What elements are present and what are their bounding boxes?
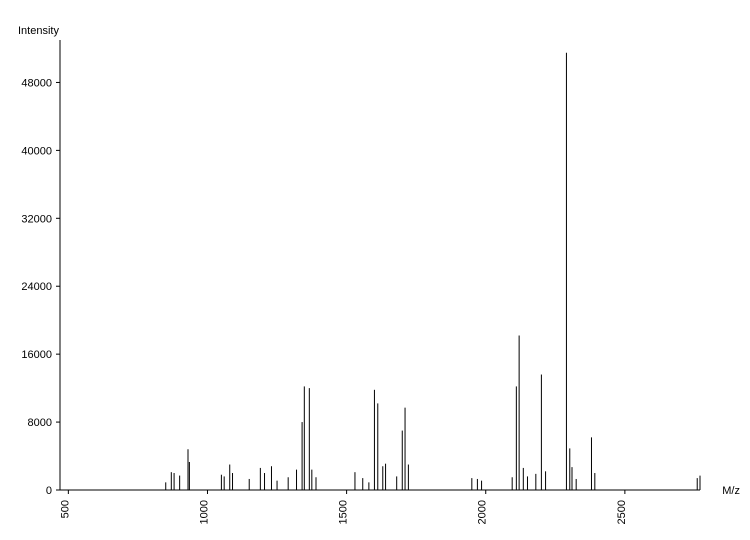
y-tick-label: 16000 <box>21 349 52 361</box>
y-tick-label: 48000 <box>21 77 52 89</box>
x-axis-label: M/z <box>722 485 740 497</box>
x-tick-label: 1500 <box>338 500 350 524</box>
y-tick-label: 32000 <box>21 213 52 225</box>
chart-svg: 0 8000 16000 24000 32000 40000 48000 500 1000 150… <box>0 0 750 540</box>
y-tick-label: 40000 <box>21 145 52 157</box>
x-tick-label: 2500 <box>616 500 628 524</box>
x-tick-label: 1000 <box>198 500 210 524</box>
y-tick-label: 8000 <box>28 417 52 429</box>
spectrum-chart: 0 8000 16000 24000 32000 40000 48000 500 1000 150… <box>0 0 750 540</box>
x-tick-label: 2000 <box>477 500 489 524</box>
y-tick-label: 0 <box>46 485 52 497</box>
x-tick-label: 500 <box>59 500 71 518</box>
y-axis-label: Intensity <box>18 25 59 37</box>
y-tick-label: 24000 <box>21 281 52 293</box>
